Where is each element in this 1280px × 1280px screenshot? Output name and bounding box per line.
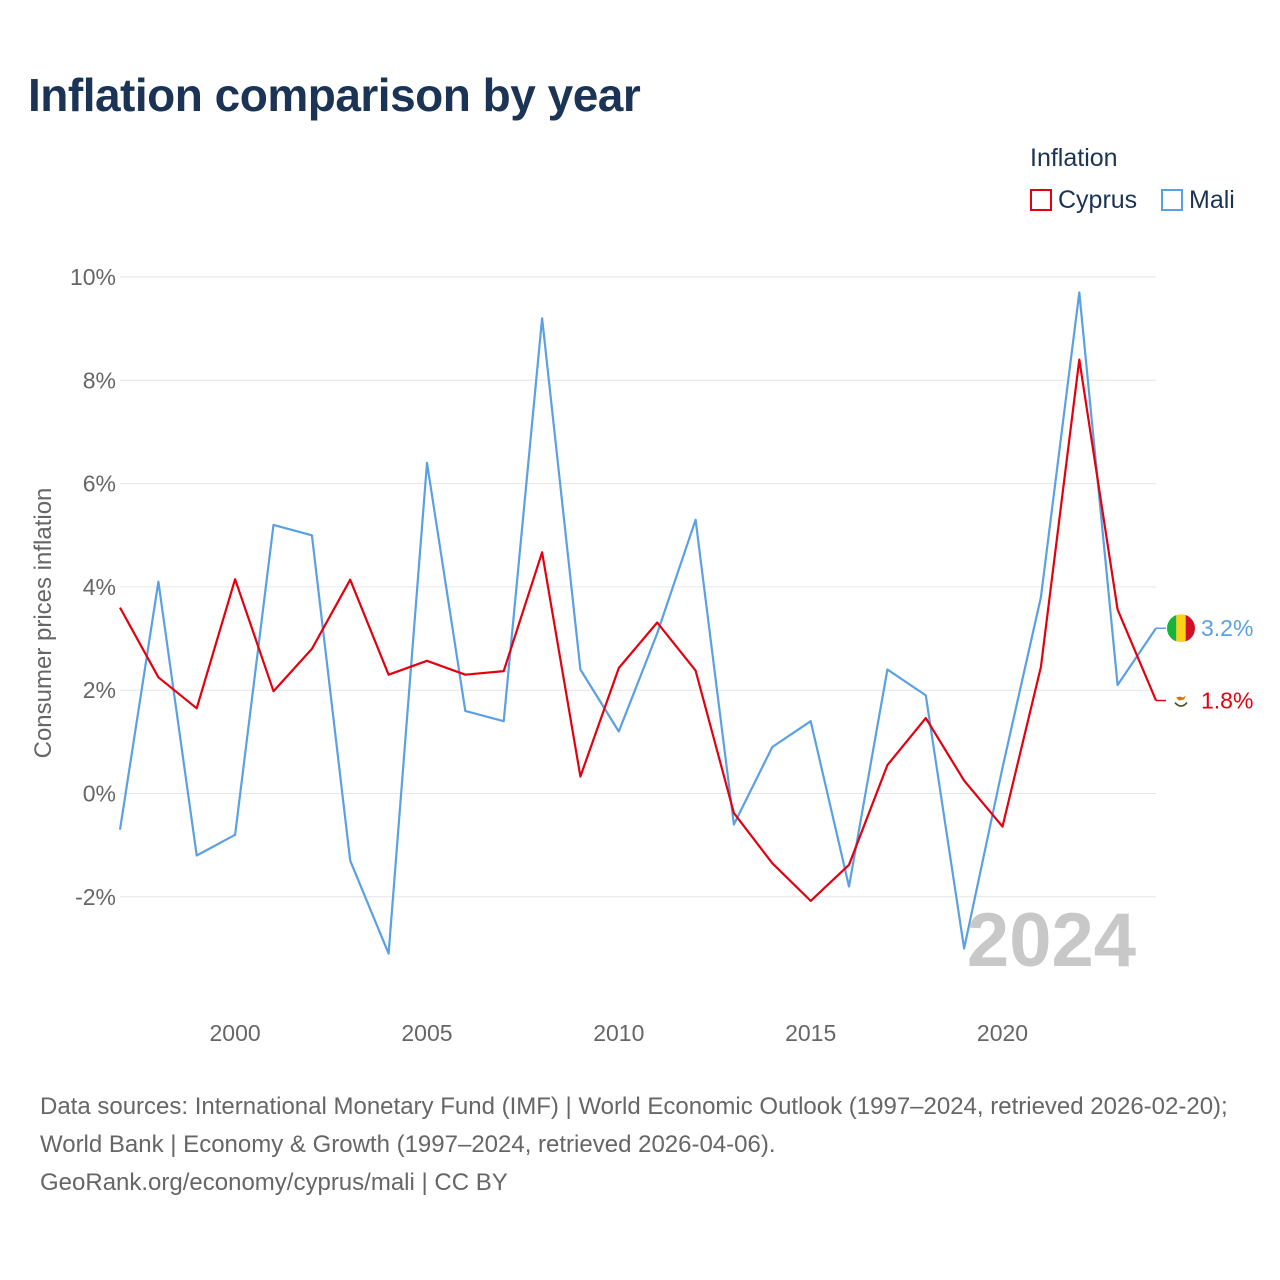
footer-sources: Data sources: International Monetary Fun… [40,1093,1228,1158]
y-tick-label: 6% [83,471,116,497]
x-tick-label: 2000 [210,1020,261,1046]
series-line-cyprus [119,358,1158,903]
series-lines [118,291,1158,955]
x-tick-label: 2020 [977,1020,1028,1046]
y-tick-label: -2% [75,884,116,910]
y-tick-label: 0% [83,781,116,807]
x-tick-label: 2010 [593,1020,644,1046]
y-tick-label: 10% [70,264,116,290]
mali-flag-stripes [1167,614,1195,643]
end-labels: 1.8% 3.2% [1156,614,1253,714]
chart-title: Inflation comparison by year [28,69,641,121]
end-label-mali: 3.2% [1201,615,1253,641]
grid-lines [120,276,1156,898]
legend-swatch-mali [1161,189,1183,211]
y-axis: -2% 0% 2% 4% 6% 8% 10% [70,264,116,910]
legend-item-mali[interactable]: Mali [1161,185,1235,215]
end-label-cyprus: 1.8% [1201,688,1253,714]
cyprus-flag-island [1176,695,1186,701]
cyprus-flag-branches [1174,701,1188,707]
footer-credit: GeoRank.org/economy/cyprus/mali | CC BY [40,1169,508,1196]
mali-flag-icon [1167,614,1195,643]
legend-item-cyprus[interactable]: Cyprus [1030,185,1137,215]
mali-flag-yellow [1176,614,1186,643]
x-tick-label: 2005 [401,1020,452,1046]
y-tick-label: 2% [83,677,116,703]
footer: Data sources: International Monetary Fun… [40,1088,1245,1202]
series-line-mali [118,291,1157,955]
mali-flag-green [1167,614,1177,643]
y-tick-label: 8% [83,367,116,393]
legend-swatch-cyprus [1030,189,1052,211]
cyprus-flag-icon [1173,692,1189,709]
line-chart: 2024 -2%0%2%4%6%8%10% 2000 2005 2010 2015 20… [30,264,1253,1046]
x-axis: 2000 2005 2010 2015 2020 [210,1020,1029,1046]
legend-label-mali: Mali [1189,185,1235,214]
x-tick-label: 2015 [785,1020,836,1046]
year-watermark: 2024 [967,898,1136,983]
legend-label-cyprus: Cyprus [1058,185,1138,214]
y-axis-label: Consumer prices inflation [30,488,57,759]
legend-title: Inflation [1030,144,1118,172]
y-tick-label: 4% [83,574,116,600]
mali-flag-red [1185,614,1195,643]
